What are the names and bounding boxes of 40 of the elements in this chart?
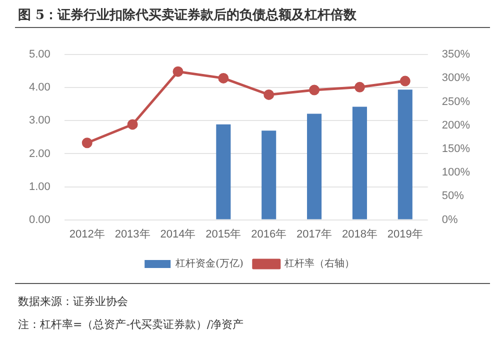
point [354,82,365,92]
point [400,76,410,86]
y2-tick-label: 100% [442,166,470,179]
y2-tick-label: 300% [442,72,470,84]
bar [307,114,322,220]
legend-label: 杠杆率（右轴） [283,258,354,270]
x-tick-label: 2014年 [160,228,196,240]
y-tick-label: 5.00 [28,48,50,61]
point [218,72,229,84]
y-tick-label: 3.00 [28,114,50,127]
x-tick-label: 2012年 [69,228,105,240]
point [264,89,274,100]
point [127,119,138,130]
chart-title: 图 5：证券行业扣除代买卖证券款后的负债总额及杠杆倍数 [18,6,357,24]
x-tick-label: 2019年 [387,228,423,240]
point [309,84,320,96]
text: 注：杠杆率=（总资产-代买卖证券款）/净资产 [18,317,244,333]
x-tick-label: 2016年 [251,228,287,240]
y-tick-label: 2.00 [28,148,50,160]
y2-tick-label: 250% [442,96,470,108]
y-tick-label: 4.00 [28,82,50,94]
y-tick-label: 1.00 [28,180,50,193]
bar [262,130,276,220]
y2-tick-label: 350% [442,48,470,61]
y2-tick-label: 0% [442,214,458,226]
bar [398,90,412,220]
y2-tick-label: 150% [442,143,470,156]
y2-tick-label: 200% [442,119,470,132]
point [82,138,92,148]
y2-tick-label: 50% [442,190,464,202]
x-tick-label: 2015年 [206,228,242,240]
point [172,66,184,77]
x-tick-label: 2017年 [296,228,332,240]
y-tick-label: 0.00 [28,214,50,226]
bar [216,124,231,220]
legend-label: 杠杆资金(万亿) [174,258,244,270]
source-note: 数据来源：证券业协会 [18,294,129,310]
bar [352,106,367,220]
x-tick-label: 2018年 [342,228,378,240]
x-tick-label: 2013年 [114,228,150,240]
